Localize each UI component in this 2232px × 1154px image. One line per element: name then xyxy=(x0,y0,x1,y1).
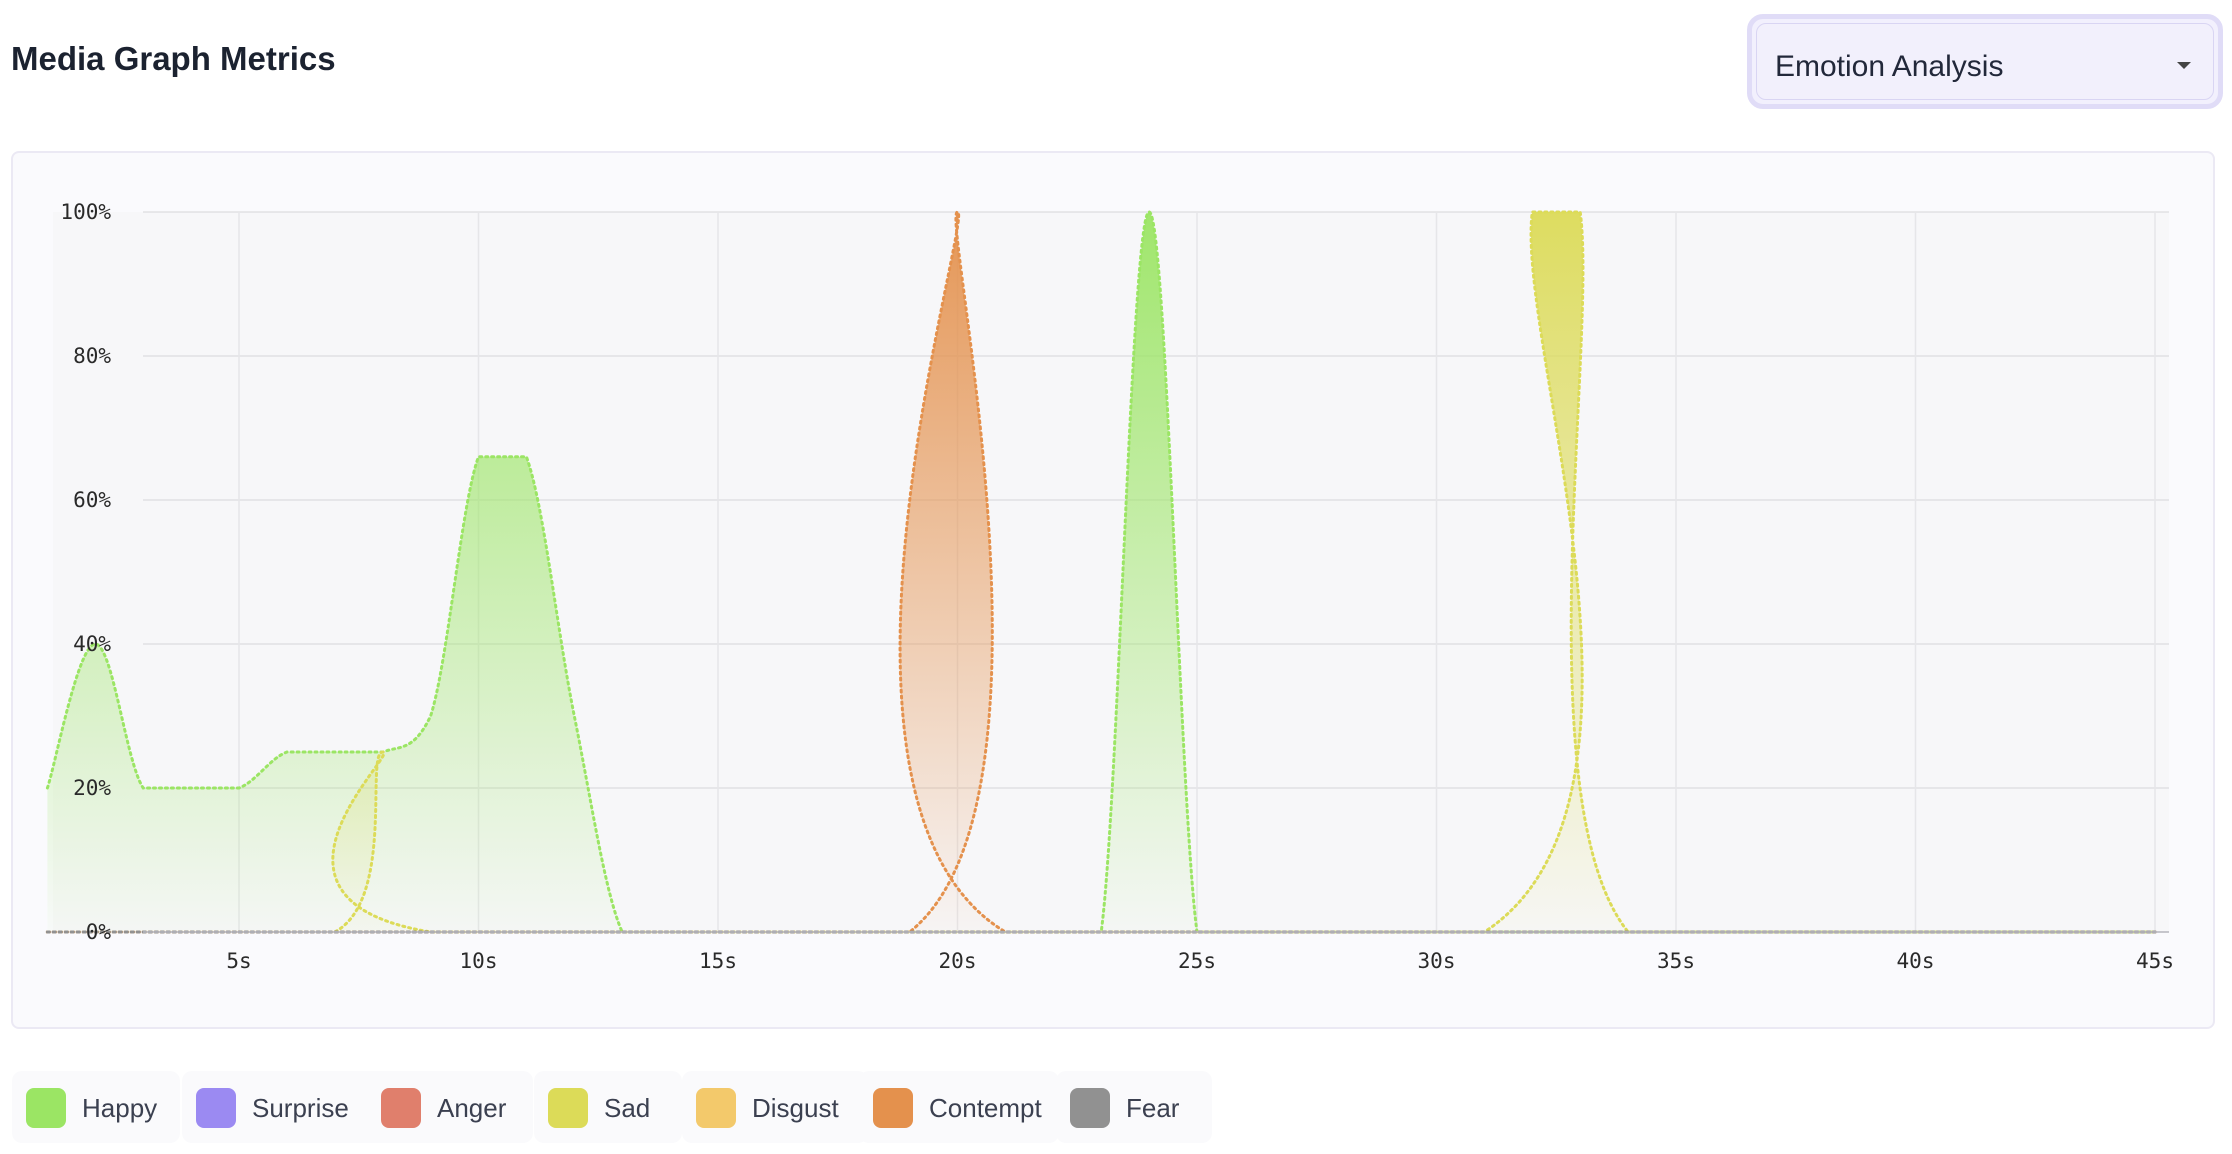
x-tick-label: 35s xyxy=(1657,949,1695,973)
y-tick-label: 20% xyxy=(73,776,111,800)
x-tick-label: 40s xyxy=(1897,949,1935,973)
legend-swatch xyxy=(696,1088,736,1128)
emotion-analysis-dropdown[interactable]: Emotion Analysis xyxy=(1747,14,2223,109)
legend-item-sad[interactable]: Sad xyxy=(534,1071,682,1143)
legend-item-happy[interactable]: Happy xyxy=(12,1071,180,1143)
legend-label: Disgust xyxy=(752,1093,839,1123)
legend-swatch xyxy=(26,1088,66,1128)
page-title: Media Graph Metrics xyxy=(11,40,336,77)
legend-label: Sad xyxy=(604,1093,651,1123)
legend-item-disgust[interactable]: Disgust xyxy=(682,1071,868,1143)
y-tick-label: 80% xyxy=(73,344,111,368)
x-tick-label: 10s xyxy=(460,949,498,973)
x-tick-label: 15s xyxy=(699,949,737,973)
y-tick-label: 100% xyxy=(60,200,111,224)
y-tick-label: 60% xyxy=(73,488,111,512)
legend-label: Anger xyxy=(437,1093,507,1123)
series-area-happy xyxy=(47,212,2156,932)
legend-swatch xyxy=(196,1088,236,1128)
legend-label: Surprise xyxy=(252,1093,349,1123)
chart-card: 0% 20% 40% 60% 80% 100% 5s 10s 15s 20s 25s 30s 35s 40… xyxy=(11,151,2215,1029)
emotion-area-chart: 0% 20% 40% 60% 80% 100% 5s 10s 15s 20s 25s 30s 35s 40… xyxy=(45,200,2174,973)
y-tick-label: 40% xyxy=(73,632,111,656)
legend-label: Contempt xyxy=(929,1093,1042,1123)
legend-swatch xyxy=(1070,1088,1110,1128)
dropdown-box[interactable]: Emotion Analysis xyxy=(1756,23,2214,100)
legend-item-contempt[interactable]: Contempt xyxy=(859,1071,1059,1143)
caret-down-icon[interactable] xyxy=(2177,62,2191,69)
x-tick-label: 45s xyxy=(2136,949,2174,973)
legend-swatch xyxy=(873,1088,913,1128)
dropdown-selected-value: Emotion Analysis xyxy=(1775,50,2004,83)
x-tick-label: 5s xyxy=(226,949,251,973)
x-tick-label: 20s xyxy=(939,949,977,973)
legend-label: Happy xyxy=(82,1093,158,1123)
legend-item-fear[interactable]: Fear xyxy=(1056,1071,1212,1143)
legend-label: Fear xyxy=(1126,1093,1180,1123)
y-tick-label: 0% xyxy=(86,920,112,944)
legend-swatch xyxy=(381,1088,421,1128)
x-tick-label: 25s xyxy=(1178,949,1216,973)
x-tick-label: 30s xyxy=(1418,949,1456,973)
legend-item-anger[interactable]: Anger xyxy=(367,1071,533,1143)
legend-item-surprise[interactable]: Surprise xyxy=(182,1071,384,1143)
legend-swatch xyxy=(548,1088,588,1128)
